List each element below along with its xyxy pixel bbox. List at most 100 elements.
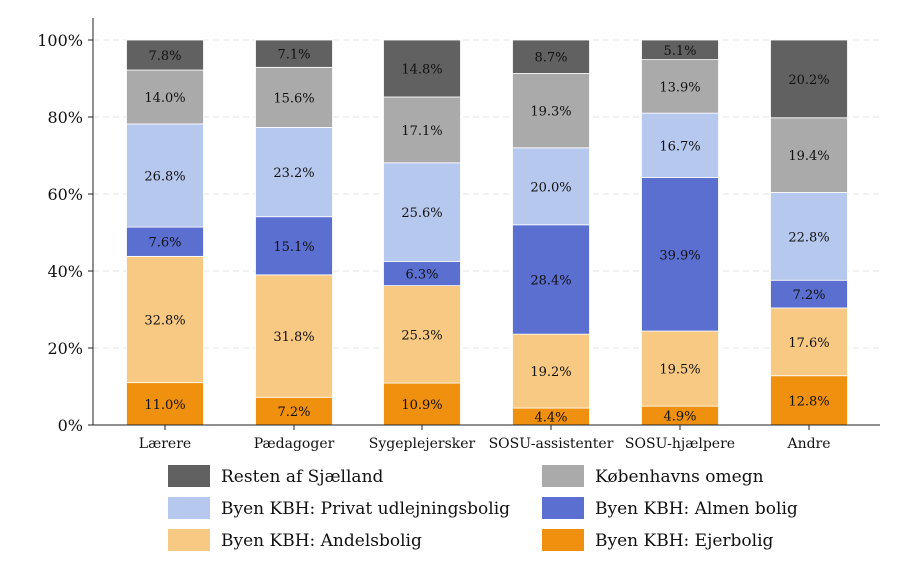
data-label: 19.3% xyxy=(530,105,571,120)
bar-segment xyxy=(641,59,719,114)
data-label: 28.4% xyxy=(530,273,571,288)
legend-swatch xyxy=(542,497,584,519)
data-label: 16.7% xyxy=(659,139,700,154)
bar-segment xyxy=(641,39,719,61)
bar-segment xyxy=(770,117,848,193)
bar-segment xyxy=(383,39,461,98)
y-tick-label: 80% xyxy=(47,108,83,127)
legend-label: Byen KBH: Privat udlejningsbolig xyxy=(221,499,510,519)
legend-label: Byen KBH: Andelsbolig xyxy=(221,531,422,551)
bar-segment xyxy=(383,260,461,287)
legend-swatch xyxy=(542,465,584,487)
legend-label: Københavns omegn xyxy=(595,467,764,487)
x-tick-label: SOSU-hjælpere xyxy=(625,436,735,452)
data-label: 17.6% xyxy=(788,336,829,351)
x-axis: Lærere Pædagoger Sygeplejersker SOSU-assist… xyxy=(93,424,880,452)
bar-segment xyxy=(512,73,590,149)
legend-swatch xyxy=(168,465,210,487)
bar-segment xyxy=(641,177,719,332)
bar-segment xyxy=(770,39,848,119)
data-label: 23.2% xyxy=(273,166,314,181)
bar-stack-5: 12.8% 17.6% 7.2% 22.8% 19.4% 20.2% xyxy=(770,39,848,426)
data-label: 20.2% xyxy=(788,73,829,88)
data-label: 19.4% xyxy=(788,149,829,164)
bar-segment xyxy=(383,285,461,384)
bar-segment xyxy=(126,382,204,426)
y-tick-label: 100% xyxy=(37,31,83,50)
bar-segment xyxy=(126,255,204,384)
data-label: 15.6% xyxy=(273,91,314,106)
data-label: 12.8% xyxy=(788,394,829,409)
data-label: 7.2% xyxy=(792,288,825,303)
bar-stack-2: 10.9% 25.3% 6.3% 25.6% 17.1% 14.8% xyxy=(383,39,461,426)
data-label: 5.1% xyxy=(663,44,696,59)
data-label: 4.4% xyxy=(534,411,567,426)
data-label: 19.5% xyxy=(659,363,700,378)
legend: Resten af Sjælland Københavns omegn Byen K… xyxy=(168,465,798,551)
y-tick-label: 60% xyxy=(47,185,83,204)
bar-segment xyxy=(383,162,461,262)
bar-segment xyxy=(255,274,333,398)
data-label: 25.6% xyxy=(401,206,442,221)
y-axis: 0% 20% 40% 60% 80% 100% xyxy=(37,18,94,435)
data-label: 17.1% xyxy=(401,124,442,139)
data-label: 25.3% xyxy=(401,328,442,343)
data-label: 26.8% xyxy=(144,170,185,185)
legend-label: Byen KBH: Almen bolig xyxy=(595,499,798,519)
data-label: 11.0% xyxy=(144,398,185,413)
bar-segment xyxy=(255,126,333,218)
data-label: 4.9% xyxy=(663,410,696,425)
data-label: 19.2% xyxy=(530,365,571,380)
bar-segment xyxy=(512,333,590,409)
bar-segment xyxy=(641,330,719,407)
legend-label: Byen KBH: Ejerbolig xyxy=(595,531,774,551)
bars: 11.0% 32.8% 7.6% 26.8% 14.0% 7.8% 7.2% 31.8% 15.… xyxy=(126,39,848,426)
data-label: 7.6% xyxy=(148,236,181,251)
data-label: 8.7% xyxy=(534,51,567,66)
data-label: 22.8% xyxy=(788,230,829,245)
data-label: 7.1% xyxy=(277,48,310,63)
bar-segment xyxy=(255,396,333,426)
x-tick-label: Lærere xyxy=(139,436,191,452)
bar-segment xyxy=(255,66,333,128)
gridlines xyxy=(93,39,880,349)
data-label: 39.9% xyxy=(659,248,700,263)
data-label: 10.9% xyxy=(401,398,442,413)
legend-swatch xyxy=(168,529,210,551)
y-tick-label: 20% xyxy=(47,339,83,358)
y-tick-label: 40% xyxy=(47,262,83,281)
data-label: 7.2% xyxy=(277,405,310,420)
bar-segment xyxy=(255,39,333,68)
bar-segment xyxy=(641,112,719,178)
x-tick-label: Andre xyxy=(786,436,830,452)
legend-label: Resten af Sjælland xyxy=(221,467,384,487)
data-label: 7.8% xyxy=(148,49,181,64)
bar-segment xyxy=(770,192,848,281)
bar-segment xyxy=(126,69,204,125)
data-label: 14.0% xyxy=(144,91,185,106)
data-label: 6.3% xyxy=(405,268,438,283)
data-label: 32.8% xyxy=(144,314,185,329)
bar-stack-1: 7.2% 31.8% 15.1% 23.2% 15.6% 7.1% xyxy=(255,39,333,426)
data-label: 13.9% xyxy=(659,80,700,95)
data-label: 20.0% xyxy=(530,180,571,195)
data-label: 15.1% xyxy=(273,240,314,255)
legend-swatch xyxy=(168,497,210,519)
x-tick-label: Sygeplejersker xyxy=(369,436,476,452)
y-tick-label: 0% xyxy=(58,416,83,435)
bar-segment xyxy=(770,279,848,309)
legend-swatch xyxy=(542,529,584,551)
data-label: 14.8% xyxy=(401,62,442,77)
bar-segment xyxy=(512,147,590,226)
bar-segment xyxy=(512,224,590,335)
data-label: 31.8% xyxy=(273,330,314,345)
bar-segment xyxy=(383,96,461,164)
x-tick-label: SOSU-assistenter xyxy=(489,436,614,452)
bar-stack-4: 4.9% 19.5% 39.9% 16.7% 13.9% 5.1% xyxy=(641,39,719,426)
bar-stack-0: 11.0% 32.8% 7.6% 26.8% 14.0% 7.8% xyxy=(126,39,204,426)
bar-stack-3: 4.4% 19.2% 28.4% 20.0% 19.3% 8.7% xyxy=(512,39,590,426)
bar-segment xyxy=(126,39,204,71)
x-tick-label: Pædagoger xyxy=(254,436,335,452)
bar-segment xyxy=(512,39,590,74)
